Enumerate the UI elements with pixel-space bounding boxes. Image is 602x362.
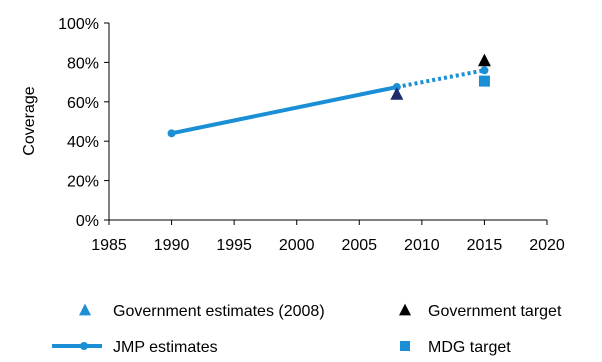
jmp-estimate-point — [480, 66, 489, 75]
legend-label: JMP estimates — [113, 339, 218, 356]
legend-square-swatch — [400, 341, 410, 351]
x-ticks: 1985 1990 1995 2000 2005 2010 2015 2020 — [91, 220, 565, 254]
x-tick-label: 2020 — [529, 237, 565, 254]
legend-line-point — [80, 342, 88, 350]
legend-triangle-swatch — [399, 303, 411, 316]
triangle-marker-2 — [477, 53, 491, 67]
x-tick-label: 1990 — [154, 237, 190, 254]
jmp-estimate-point — [392, 83, 401, 92]
axes — [108, 23, 547, 221]
x-tick-label: 2005 — [341, 237, 377, 254]
x-tick-label: 2000 — [279, 237, 315, 254]
legend-label: MDG target — [428, 339, 511, 356]
x-tick-label: 1985 — [91, 237, 127, 254]
y-tick-label: 20% — [67, 174, 99, 191]
jmp-estimate-point — [167, 129, 176, 138]
jmp-projection-line — [396, 68, 485, 89]
x-tick-label: 2015 — [467, 237, 503, 254]
plot-area — [167, 53, 491, 138]
legend-label: Government estimates (2008) — [113, 303, 325, 320]
triangle-marker-1 — [390, 87, 404, 100]
y-axis-title: Coverage — [21, 86, 38, 155]
mdg-target-marker — [478, 75, 490, 87]
y-tick-label: 80% — [67, 55, 99, 72]
legend: Government estimates (2008) Government ta… — [52, 303, 562, 356]
x-tick-label: 1995 — [216, 237, 252, 254]
y-ticks: 0% 20% 40% 60% 80% 100% — [58, 16, 109, 230]
jmp-estimates-line — [169, 85, 399, 136]
x-tick-label: 2010 — [404, 237, 440, 254]
y-tick-label: 40% — [67, 134, 99, 151]
legend-label: Government target — [428, 303, 562, 320]
y-tick-label: 100% — [58, 16, 99, 33]
y-tick-label: 60% — [67, 95, 99, 112]
legend-triangle-swatch — [79, 303, 91, 316]
y-tick-label: 0% — [76, 213, 99, 230]
